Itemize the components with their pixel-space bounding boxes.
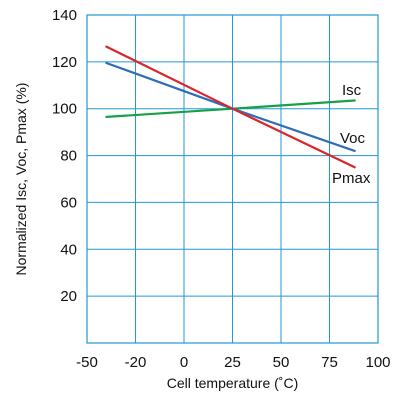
x-tick-label: -50 — [76, 354, 98, 371]
y-tick-label: 40 — [60, 241, 77, 258]
y-tick-label: 120 — [52, 54, 77, 71]
x-tick-label: 0 — [180, 354, 188, 371]
x-tick-label: -20 — [125, 354, 147, 371]
x-axis-label: Cell temperature (˚C) — [167, 375, 298, 391]
series-label-pmax: Pmax — [332, 170, 371, 187]
y-tick-label: 80 — [60, 148, 77, 165]
series-layer — [105, 45, 356, 169]
y-axis-label: Normalized Isc, Voc, Pmax (%) — [13, 83, 29, 276]
series-line-pmax — [105, 45, 356, 169]
series-labels: Isc Voc Pmax — [332, 82, 371, 187]
y-tick-label: 140 — [52, 7, 77, 24]
y-tick-label: 60 — [60, 194, 77, 211]
series-label-isc: Isc — [342, 82, 362, 99]
y-axis-ticks: 20 40 60 80 100 120 140 — [52, 7, 77, 305]
x-tick-label: 50 — [273, 354, 290, 371]
x-tick-label: 100 — [365, 354, 390, 371]
x-tick-label: 75 — [321, 354, 338, 371]
plot-frame — [86, 14, 379, 344]
y-tick-label: 20 — [60, 288, 77, 305]
y-tick-label: 100 — [52, 101, 77, 118]
series-label-voc: Voc — [340, 130, 366, 147]
x-tick-label: 25 — [224, 354, 241, 371]
x-axis-ticks: -50 -20 0 25 50 75 100 — [76, 354, 390, 371]
